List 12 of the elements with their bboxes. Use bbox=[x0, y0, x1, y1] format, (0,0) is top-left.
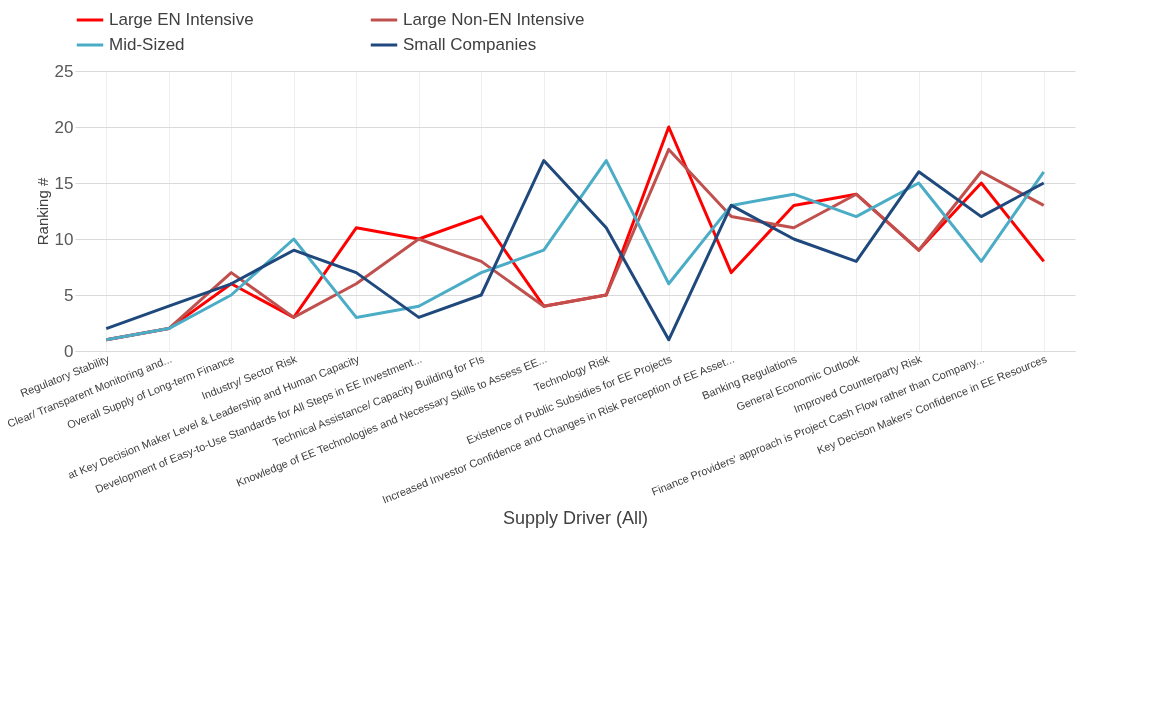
y-tick-label: 5 bbox=[64, 285, 74, 305]
x-axis-title: Supply Driver (All) bbox=[502, 507, 649, 528]
y-axis-title: Ranking # bbox=[33, 177, 51, 246]
legend-label: Small Companies bbox=[403, 35, 537, 54]
legend-label: Large EN Intensive bbox=[109, 10, 254, 29]
legend-label: Mid-Sized bbox=[109, 35, 185, 54]
y-tick-label: 25 bbox=[54, 61, 74, 81]
y-tick-label: 10 bbox=[54, 229, 74, 249]
legend-label: Large Non-EN Intensive bbox=[403, 10, 585, 29]
y-tick-label: 15 bbox=[54, 173, 74, 193]
y-tick-label: 20 bbox=[54, 117, 74, 137]
y-tick-label: 0 bbox=[64, 341, 74, 361]
